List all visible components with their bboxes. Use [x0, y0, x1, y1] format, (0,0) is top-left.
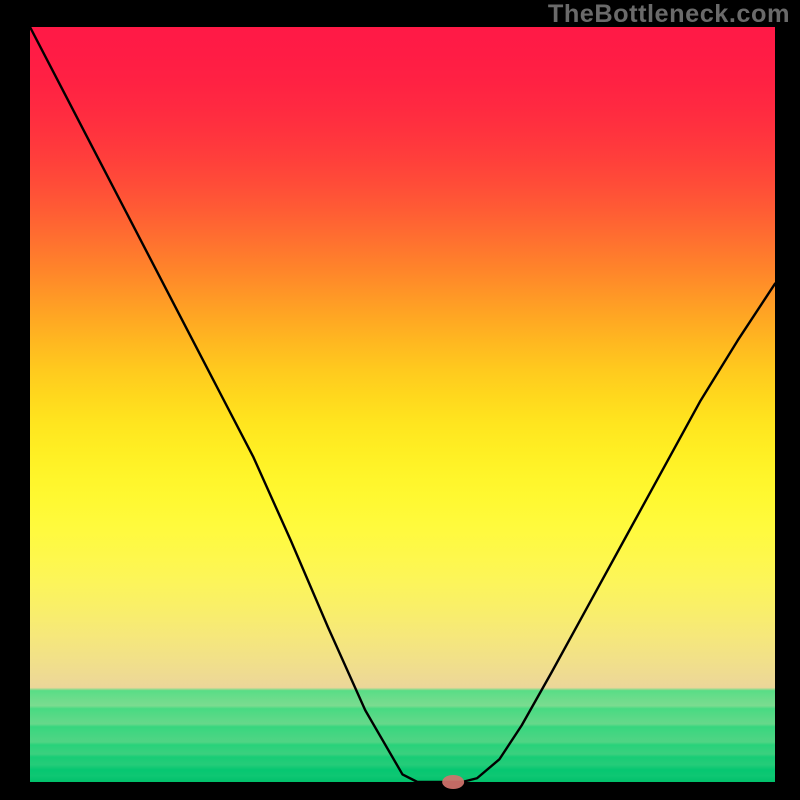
- plot-gradient-background: [30, 27, 775, 782]
- chart-svg: [0, 0, 800, 800]
- watermark-text: TheBottleneck.com: [548, 0, 790, 29]
- optimal-point-marker: [442, 775, 464, 789]
- bottleneck-chart: TheBottleneck.com: [0, 0, 800, 800]
